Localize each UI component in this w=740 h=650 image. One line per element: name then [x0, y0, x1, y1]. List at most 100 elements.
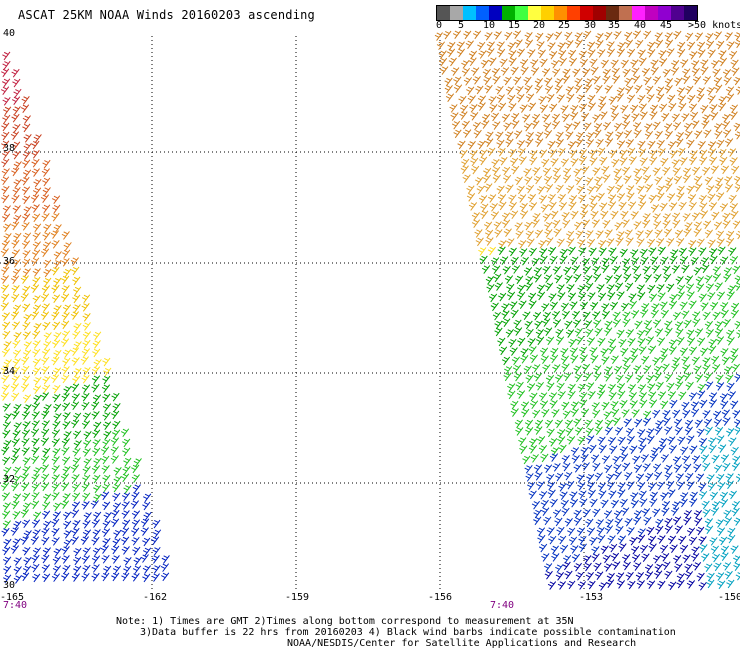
wind-barb [589, 202, 598, 212]
wind-barb [534, 419, 544, 429]
wind-barb [585, 571, 594, 581]
wind-barb [607, 436, 617, 446]
wind-barb [683, 516, 692, 526]
wind-barb [592, 508, 601, 518]
wind-barb [60, 482, 70, 492]
wind-barb [562, 219, 571, 229]
wind-barb [552, 219, 561, 229]
wind-barb [541, 553, 550, 562]
wind-barb [652, 409, 661, 419]
wind-barb [566, 238, 575, 247]
wind-barb [31, 249, 41, 259]
wind-barb [72, 430, 82, 440]
wind-barb [484, 183, 493, 192]
wind-barb [640, 256, 649, 266]
wind-barb [142, 565, 151, 574]
wind-barb [3, 359, 12, 368]
wind-barb [536, 284, 546, 293]
wind-barb [707, 49, 716, 59]
wind-barb [551, 120, 561, 130]
wind-barb [668, 346, 677, 355]
wind-barb [63, 530, 72, 539]
wind-barb [51, 212, 60, 222]
wind-barb [625, 282, 634, 292]
wind-barb [598, 247, 607, 257]
wind-barb [22, 115, 31, 124]
wind-barb [132, 546, 141, 556]
wind-barb [501, 303, 510, 312]
wind-barb [574, 39, 583, 48]
wind-barb [635, 572, 645, 581]
wind-barb [2, 96, 11, 106]
wind-barb [557, 436, 566, 445]
wind-barb [726, 428, 735, 437]
wind-barb [601, 356, 610, 365]
wind-barb [41, 212, 50, 222]
wind-barb [610, 112, 619, 122]
wind-barb [723, 76, 732, 86]
wind-barb [659, 58, 668, 67]
wind-barb [686, 481, 695, 490]
wind-barb [82, 339, 91, 349]
wind-barb [22, 213, 31, 223]
colorbar-label: 40 [634, 20, 647, 31]
wind-barb [610, 355, 619, 364]
wind-barb [679, 256, 689, 265]
wind-barb [529, 149, 538, 159]
wind-barb [573, 273, 582, 283]
wind-barb [644, 229, 653, 239]
wind-barb [578, 103, 588, 113]
wind-barb [91, 564, 100, 573]
wind-barb [453, 84, 463, 93]
wind-barb [630, 492, 639, 501]
wind-barb [713, 562, 722, 572]
wind-barb [616, 231, 625, 240]
wind-barb [637, 337, 646, 347]
wind-barb [102, 438, 111, 448]
wind-barb [692, 311, 701, 320]
wind-barb [588, 149, 598, 158]
wind-barb [621, 409, 630, 418]
wind-barb [446, 48, 456, 58]
wind-barb [682, 212, 691, 222]
wind-barb [41, 365, 50, 375]
wind-barb [646, 428, 655, 437]
wind-barb [452, 30, 462, 40]
wind-barb [608, 96, 617, 105]
wind-barb [718, 444, 727, 453]
wind-barb [571, 265, 581, 274]
wind-barb [706, 474, 715, 483]
wind-barb [12, 141, 21, 151]
wind-barb [22, 546, 31, 556]
wind-barb [644, 130, 654, 140]
wind-barb [704, 373, 713, 382]
wind-barb [696, 87, 705, 96]
wind-barb [82, 366, 91, 376]
wind-barb [620, 302, 630, 312]
wind-barb [658, 49, 667, 59]
wind-barb [21, 356, 30, 366]
wind-barb [559, 491, 568, 501]
wind-barb [694, 183, 703, 192]
colorbar-label: 15 [508, 20, 521, 31]
wind-barb [516, 185, 525, 195]
wind-barb [676, 481, 685, 490]
wind-barb [42, 187, 51, 196]
wind-barb [81, 572, 90, 582]
wind-barb [622, 113, 631, 123]
wind-barb [51, 465, 60, 474]
wind-barb [476, 185, 485, 195]
wind-barb [470, 157, 479, 167]
wind-barb [505, 86, 515, 95]
wind-barb [0, 176, 10, 186]
wind-barb [151, 555, 160, 564]
wind-barb [563, 372, 572, 382]
wind-barb [514, 176, 523, 186]
wind-barb [559, 544, 569, 554]
wind-barb [616, 572, 625, 581]
wind-barb [132, 484, 141, 493]
wind-barb [41, 428, 50, 438]
wind-barb [583, 320, 593, 329]
wind-barb [564, 123, 573, 132]
wind-barb [698, 536, 707, 545]
